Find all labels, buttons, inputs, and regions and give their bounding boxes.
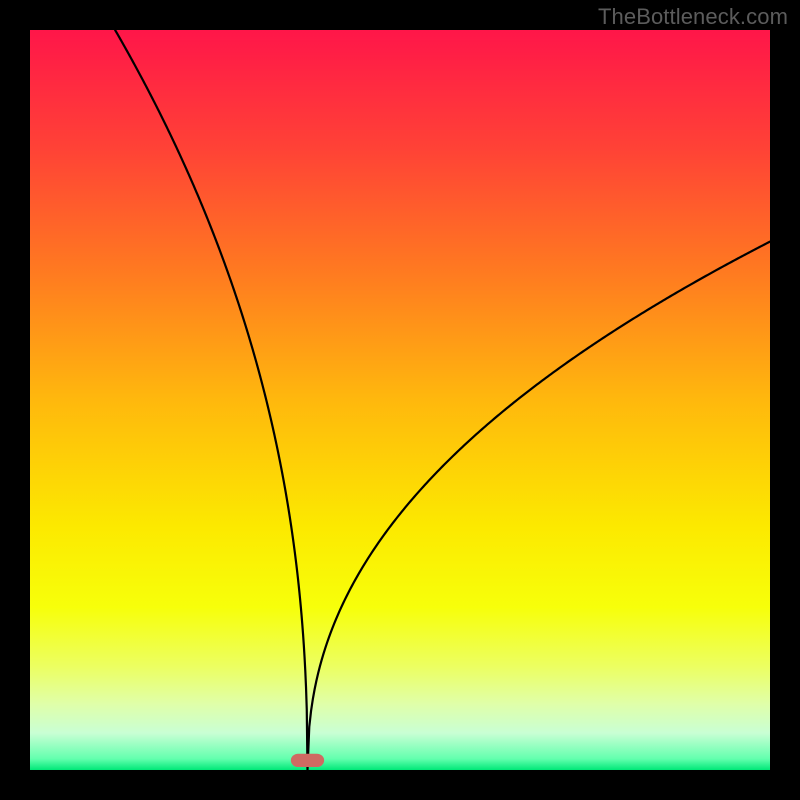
watermark-text: TheBottleneck.com [598, 4, 788, 30]
bottleneck-chart [0, 0, 800, 800]
plot-background [30, 30, 770, 770]
optimum-marker [291, 754, 324, 767]
